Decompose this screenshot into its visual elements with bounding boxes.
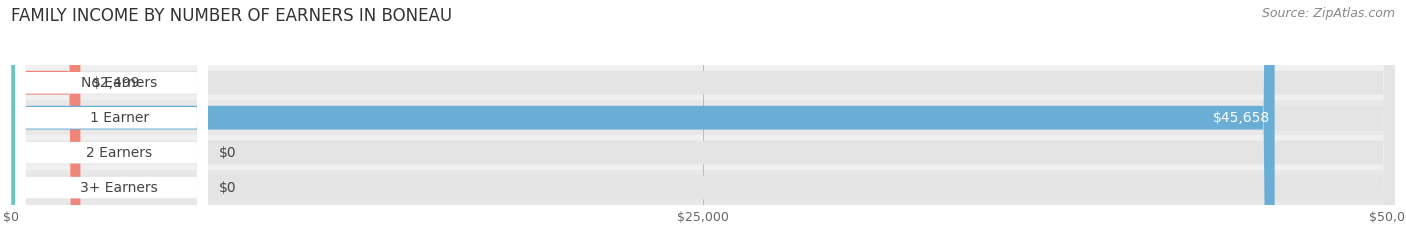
FancyBboxPatch shape — [11, 0, 1395, 233]
FancyBboxPatch shape — [15, 0, 208, 233]
Text: No Earners: No Earners — [82, 76, 157, 90]
Text: 3+ Earners: 3+ Earners — [80, 181, 157, 195]
Text: $0: $0 — [219, 146, 236, 160]
Bar — [11, 170, 1395, 205]
FancyBboxPatch shape — [15, 0, 208, 233]
FancyBboxPatch shape — [11, 0, 1395, 233]
FancyBboxPatch shape — [15, 0, 208, 233]
Text: $2,499: $2,499 — [91, 76, 141, 90]
FancyBboxPatch shape — [11, 0, 1395, 233]
FancyBboxPatch shape — [11, 0, 24, 233]
FancyBboxPatch shape — [11, 0, 208, 233]
Text: 2 Earners: 2 Earners — [86, 146, 152, 160]
FancyBboxPatch shape — [11, 0, 24, 233]
Text: $45,658: $45,658 — [1213, 111, 1271, 125]
FancyBboxPatch shape — [11, 0, 1395, 233]
FancyBboxPatch shape — [11, 0, 208, 233]
Text: $0: $0 — [219, 181, 236, 195]
FancyBboxPatch shape — [11, 0, 1275, 233]
FancyBboxPatch shape — [11, 0, 208, 233]
FancyBboxPatch shape — [11, 0, 80, 233]
FancyBboxPatch shape — [11, 0, 24, 233]
Text: FAMILY INCOME BY NUMBER OF EARNERS IN BONEAU: FAMILY INCOME BY NUMBER OF EARNERS IN BO… — [11, 7, 453, 25]
FancyBboxPatch shape — [11, 0, 208, 233]
Text: Source: ZipAtlas.com: Source: ZipAtlas.com — [1261, 7, 1395, 20]
Bar — [11, 135, 1395, 170]
Bar — [11, 100, 1395, 135]
Text: 1 Earner: 1 Earner — [90, 111, 149, 125]
Bar — [11, 65, 1395, 100]
FancyBboxPatch shape — [11, 0, 24, 233]
FancyBboxPatch shape — [15, 0, 208, 233]
